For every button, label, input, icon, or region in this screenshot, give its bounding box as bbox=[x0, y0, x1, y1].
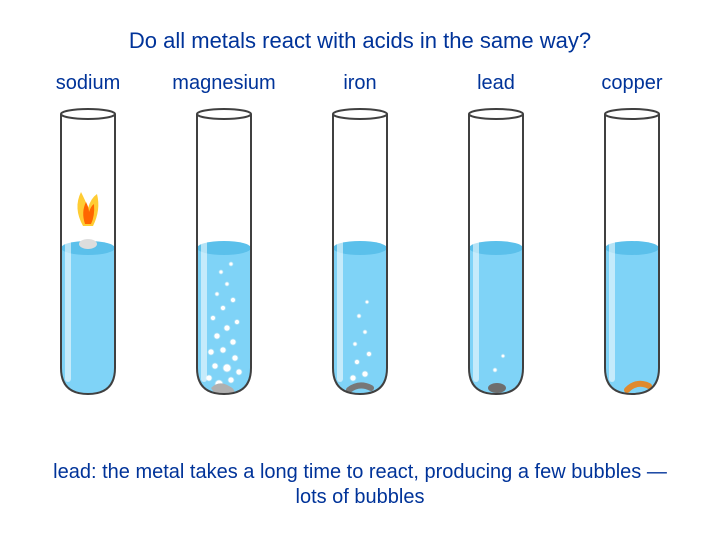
metal-label: copper bbox=[601, 72, 662, 98]
tube-col-lead: lead bbox=[431, 72, 561, 408]
metal-label: sodium bbox=[56, 72, 120, 98]
tube-col-magnesium: magnesium bbox=[159, 72, 289, 408]
tube-col-iron: iron bbox=[295, 72, 425, 408]
tube-col-copper: copper bbox=[567, 72, 697, 408]
caption-text: lead: the metal takes a long time to rea… bbox=[0, 460, 720, 510]
tube-col-sodium: sodium bbox=[23, 72, 153, 408]
tube-iron bbox=[325, 108, 395, 408]
tube-sodium bbox=[53, 108, 123, 408]
metal-label: iron bbox=[343, 72, 376, 98]
page-title: Do all metals react with acids in the sa… bbox=[0, 0, 720, 54]
tube-lead bbox=[461, 108, 531, 408]
metal-label: magnesium bbox=[172, 72, 275, 98]
tubes-row: sodium bbox=[0, 54, 720, 408]
metal-label: lead bbox=[477, 72, 515, 98]
tube-copper bbox=[597, 108, 667, 408]
tube-magnesium bbox=[189, 108, 259, 408]
